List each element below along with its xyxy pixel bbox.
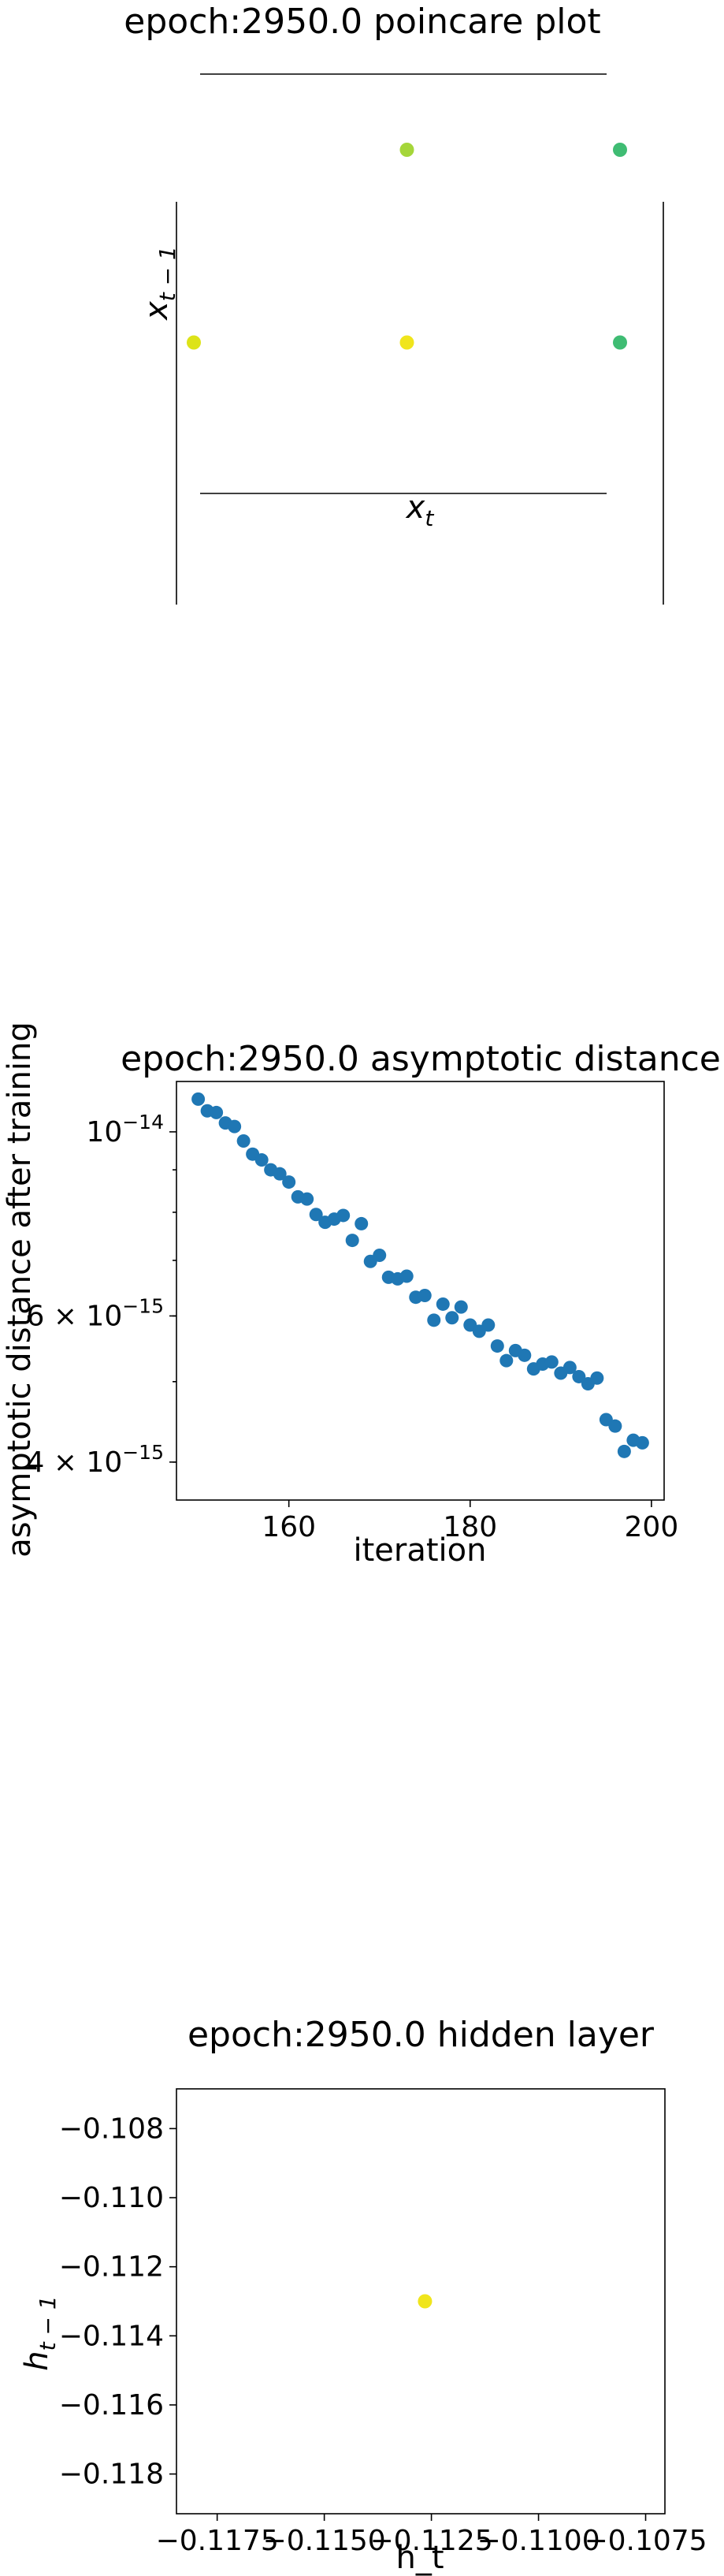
asymptotic-ytick-label: 6 × 10−15 (26, 1294, 164, 1332)
hidden-points (418, 2294, 433, 2309)
asymptotic-point (282, 1175, 296, 1189)
hidden-layer-chart: epoch:2950.0 hidden layer −0.1175−0.1150… (19, 2015, 707, 2576)
hidden-ylabel: ht − 1 (19, 2295, 61, 2370)
hidden-xticks: −0.1175−0.1150−0.1125−0.1100−0.1075 (156, 2514, 707, 2557)
asymptotic-point (373, 1248, 387, 1262)
hidden-ytick-label: −0.116 (59, 2389, 164, 2422)
poincare-plot-title: epoch:2950.0 poincare plot (124, 2, 600, 42)
hidden-axes-box (176, 2088, 666, 2515)
asymptotic-point (499, 1353, 514, 1368)
asymptotic-xtick-label: 200 (625, 1511, 679, 1543)
asymptotic-point (454, 1300, 468, 1314)
hidden-xlabel: h_t (395, 2540, 444, 2576)
poincare-point (399, 143, 414, 157)
poincare-point (399, 335, 414, 350)
asymptotic-point (355, 1216, 369, 1230)
asymptotic-point (518, 1348, 532, 1362)
hidden-ytick-label: −0.114 (59, 2320, 164, 2352)
asymptotic-point (191, 1092, 206, 1106)
asymptotic-point (273, 1167, 287, 1181)
asymptotic-point (572, 1369, 586, 1383)
asymptotic-point (399, 1269, 414, 1283)
asymptotic-point (608, 1419, 622, 1433)
asymptotic-point (481, 1318, 496, 1332)
poincare-xlabel: xt (405, 490, 435, 531)
asymptotic-point (210, 1105, 224, 1119)
asymptotic-ytick-label: 4 × 10−15 (26, 1441, 164, 1479)
asymptotic-point (254, 1153, 269, 1167)
asymptotic-point (236, 1134, 251, 1148)
asymptotic-ytick-label: 10−14 (86, 1111, 164, 1148)
asymptotic-point (544, 1355, 559, 1369)
hidden-xtick-label: −0.1075 (584, 2525, 707, 2557)
asymptotic-distance-title: epoch:2950.0 asymptotic distance (121, 1039, 721, 1079)
hidden-ytick-label: −0.108 (59, 2113, 164, 2145)
asymptotic-point (418, 1289, 432, 1303)
asymptotic-point (427, 1313, 441, 1327)
poincare-point (187, 335, 201, 350)
asymptotic-point (436, 1297, 450, 1311)
asymptotic-point (445, 1311, 459, 1325)
asymptotic-point (300, 1192, 314, 1206)
asymptotic-xtick-label: 160 (262, 1511, 316, 1543)
hidden-yticks: −0.108 −0.110 −0.112 −0.114 −0.116 −0.118 (59, 2113, 176, 2491)
poincare-plot-chart: epoch:2950.0 poincare plot xt xt − 1 (124, 2, 664, 605)
asymptotic-distance-chart: epoch:2950.0 asymptotic distance 160 180 2… (2, 1022, 721, 1569)
hidden-layer-title: epoch:2950.0 hidden layer (187, 2015, 655, 2055)
asymptotic-xlabel: iteration (354, 1532, 487, 1569)
poincare-point (613, 143, 627, 157)
asymptotic-ylabel: asymptotic distance after training (2, 1022, 38, 1558)
poincare-point (613, 335, 627, 350)
hidden-xtick-label: −0.1150 (263, 2525, 386, 2557)
hidden-xtick-label: −0.1175 (156, 2525, 279, 2557)
asymptotic-xtick-label: 180 (443, 1511, 497, 1543)
asymptotic-points (191, 1092, 649, 1458)
hidden-ytick-label: −0.118 (59, 2459, 164, 2491)
asymptotic-point (617, 1444, 631, 1458)
asymptotic-point (562, 1361, 577, 1375)
hidden-xtick-label: −0.1100 (477, 2525, 600, 2557)
asymptotic-axes-box (176, 1081, 665, 1501)
hidden-point (418, 2294, 433, 2309)
poincare-ylabel: xt − 1 (139, 246, 180, 322)
asymptotic-point (635, 1435, 649, 1450)
asymptotic-point (336, 1208, 351, 1223)
hidden-ytick-label: −0.110 (59, 2182, 164, 2214)
asymptotic-yticks: 10−14 6 × 10−15 4 × 10−15 (26, 1111, 176, 1479)
asymptotic-point (309, 1208, 323, 1222)
hidden-ytick-label: −0.112 (59, 2251, 164, 2284)
asymptotic-point (490, 1339, 504, 1353)
poincare-points (187, 143, 627, 350)
asymptotic-xticks: 160 180 200 (262, 1500, 678, 1543)
asymptotic-point (590, 1371, 604, 1385)
asymptotic-point (345, 1234, 359, 1248)
asymptotic-point (228, 1119, 242, 1134)
hidden-xtick-label: −0.1125 (370, 2525, 493, 2557)
